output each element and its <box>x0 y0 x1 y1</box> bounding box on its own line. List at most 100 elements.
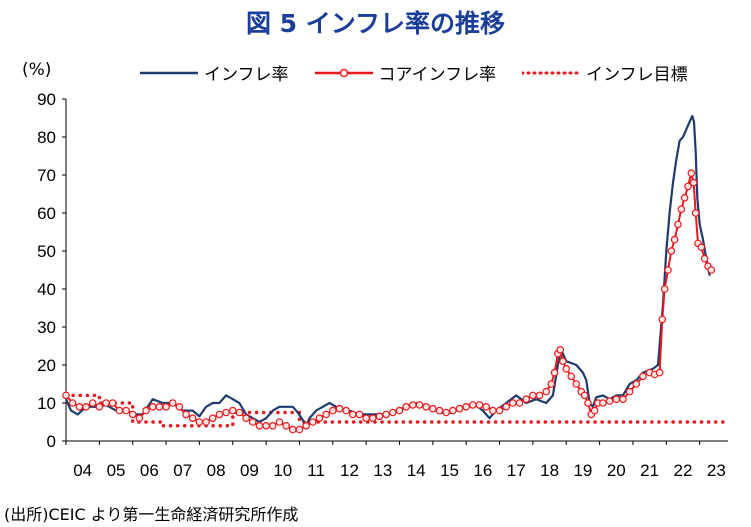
core-inflation-point <box>689 178 698 187</box>
core-inflation-point <box>382 410 390 419</box>
core-inflation-point <box>255 421 264 430</box>
y-tick-label: 40 <box>37 280 56 299</box>
core-inflation-point <box>567 372 576 381</box>
x-tick-label: 05 <box>107 461 126 480</box>
y-tick-label: 70 <box>37 166 56 185</box>
x-tick-label: 07 <box>173 461 192 480</box>
x-tick-label: 09 <box>240 461 259 480</box>
x-tick-label: 13 <box>373 461 392 480</box>
y-axis-unit-label: (%) <box>22 60 52 80</box>
core-inflation-point <box>222 408 230 417</box>
core-inflation-point <box>102 399 110 407</box>
core-inflation-point <box>677 205 686 214</box>
core-inflation-point <box>559 357 567 366</box>
core-inflation-point <box>664 266 672 274</box>
legend-line-inflation-target-icon <box>522 71 581 74</box>
core-inflation-point <box>605 397 614 405</box>
core-inflation-point <box>697 243 706 252</box>
core-inflation-point <box>288 425 297 434</box>
core-inflation-point <box>687 169 696 177</box>
y-tick-label: 20 <box>37 356 56 375</box>
core-inflation-point <box>389 408 397 417</box>
core-inflation-point <box>322 410 330 419</box>
core-inflation-point <box>128 410 137 419</box>
core-inflation-point <box>680 194 689 202</box>
core-inflation-point <box>422 402 430 411</box>
core-inflation-point <box>315 414 324 423</box>
x-tick-label: 12 <box>340 461 359 480</box>
core-inflation-point <box>625 387 634 396</box>
core-inflation-point <box>660 285 669 293</box>
core-inflation-point <box>515 399 524 407</box>
core-inflation-point <box>182 410 190 419</box>
core-inflation-point <box>195 418 204 426</box>
core-inflation-point <box>482 402 491 411</box>
core-inflation-point <box>572 380 581 388</box>
x-tick-label: 17 <box>507 461 526 480</box>
x-tick-label: 23 <box>707 461 726 480</box>
x-tick-label: 08 <box>207 461 226 480</box>
legend-item-inflation-target: インフレ目標 <box>522 60 688 85</box>
core-inflation-point <box>329 406 337 415</box>
core-inflation-point <box>349 410 357 419</box>
core-inflation-point <box>228 406 237 415</box>
core-inflation-point <box>700 254 709 263</box>
core-inflation-point <box>75 402 84 411</box>
core-inflation-point <box>415 401 424 409</box>
x-tick-label: 14 <box>407 461 426 480</box>
core-inflation-point <box>142 406 150 415</box>
core-inflation-point <box>612 395 621 404</box>
y-tick-label: 10 <box>37 394 56 413</box>
core-inflation-point <box>175 402 184 411</box>
core-inflation-point <box>556 345 565 354</box>
core-inflation-point <box>168 399 177 407</box>
core-inflation-point <box>670 235 679 244</box>
core-inflation-point <box>550 368 559 377</box>
core-inflation-point <box>402 402 410 411</box>
y-tick-label: 0 <box>47 432 56 451</box>
core-inflation-point <box>262 421 270 430</box>
core-inflation-point <box>655 368 664 377</box>
core-inflation-point <box>475 401 484 409</box>
x-tick-label: 21 <box>640 461 659 480</box>
core-inflation-point <box>599 399 607 407</box>
x-tick-label: 16 <box>473 461 492 480</box>
core-inflation-point <box>188 414 197 423</box>
core-inflation-point <box>691 209 700 217</box>
y-tick-label: 80 <box>37 128 56 147</box>
core-inflation-point <box>208 414 217 423</box>
legend-line-inflation-icon <box>140 71 198 74</box>
legend-item-inflation: インフレ率 <box>140 60 289 85</box>
legend: インフレ率 コアインフレ率 インフレ目標 <box>140 60 706 85</box>
x-tick-label: 20 <box>607 461 626 480</box>
legend-label-inflation-target: インフレ目標 <box>586 65 688 85</box>
core-inflation-point <box>135 414 144 423</box>
x-tick-label: 04 <box>73 461 92 480</box>
legend-label-inflation: インフレ率 <box>204 65 289 85</box>
chart-title: 図 5 インフレ率の推移 <box>245 9 506 38</box>
source-note: (出所)CEIC より第一生命経済研究所作成 <box>4 505 299 524</box>
core-inflation-point <box>308 418 317 426</box>
core-inflation-point <box>268 421 277 430</box>
y-tick-label: 60 <box>37 204 56 223</box>
y-tick-label: 50 <box>37 242 56 261</box>
y-tick-label: 90 <box>37 90 56 109</box>
core-inflation-point <box>148 402 157 411</box>
core-inflation-point <box>562 364 571 373</box>
x-tick-label: 22 <box>674 461 693 480</box>
series-line-inflation <box>64 115 711 427</box>
core-inflation-point <box>455 404 464 413</box>
core-inflation-point <box>88 399 97 407</box>
core-inflation-point <box>295 425 304 434</box>
core-inflation-point <box>489 406 497 415</box>
core-inflation-point <box>435 406 444 415</box>
core-inflation-point <box>162 402 170 411</box>
core-inflation-point <box>108 399 117 407</box>
core-inflation-point <box>155 402 164 411</box>
core-inflation-point <box>215 410 224 419</box>
x-tick-label: 06 <box>140 461 159 480</box>
core-inflation-point <box>235 408 244 417</box>
core-inflation-point <box>674 220 682 229</box>
core-inflation-point <box>375 412 384 421</box>
core-inflation-point <box>707 266 716 274</box>
